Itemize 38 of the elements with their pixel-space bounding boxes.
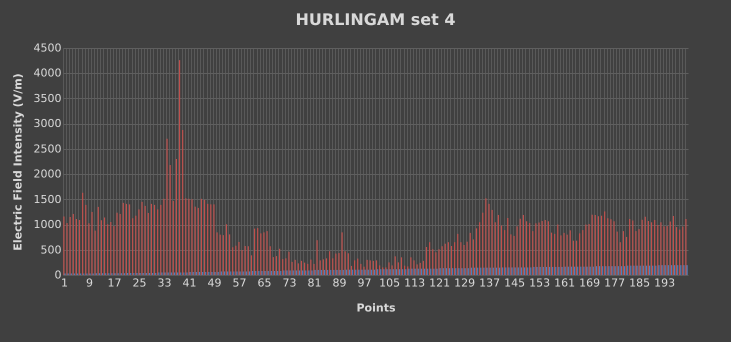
y-tick-label: 500 [40, 243, 62, 256]
x-tick-label: 73 [282, 276, 297, 290]
x-tick-label: 113 [404, 276, 426, 290]
x-tick-label: 33 [158, 276, 172, 290]
x-tick-label: 81 [308, 276, 322, 290]
y-tick-label: 4000 [34, 66, 62, 80]
x-tick-label: 49 [208, 276, 222, 290]
y-tick-label: 1500 [34, 192, 62, 206]
x-tick-label: 97 [358, 276, 372, 290]
x-tick-label: 41 [182, 276, 197, 290]
x-tick-label: 145 [504, 276, 526, 290]
x-tick-label: 89 [332, 276, 347, 290]
y-tick-label: 4500 [34, 42, 62, 54]
chart-title: HURLINGAM set 4 [296, 10, 456, 29]
x-tick-label: 65 [258, 276, 272, 290]
x-tick-label: 105 [379, 276, 400, 290]
x-tick-label: 121 [429, 276, 450, 290]
x-tick-label: 25 [132, 276, 147, 290]
x-tick-label: 137 [479, 276, 500, 290]
y-tick-label: 3500 [34, 92, 62, 105]
x-tick-label: 169 [579, 276, 600, 290]
x-tick-label: 193 [654, 276, 676, 290]
x-axis-title: Points [356, 302, 396, 314]
y-tick-label: 1000 [34, 218, 62, 232]
x-tick-label: 161 [554, 276, 576, 290]
x-tick-label: 9 [86, 276, 93, 290]
x-tick-label: 1 [60, 276, 68, 290]
y-tick-label: 3000 [34, 117, 62, 130]
y-tick-label: 2500 [34, 142, 62, 156]
y-axis-title: Electric Field Intensity (V/m) [12, 73, 25, 251]
x-tick-label: 185 [629, 276, 650, 290]
y-tick-label: 2000 [34, 168, 62, 181]
x-tick-label: 177 [604, 276, 626, 290]
y-tick-label: 0 [54, 268, 62, 282]
x-tick-label: 129 [454, 276, 476, 290]
x-tick-label: 57 [232, 276, 247, 290]
x-tick-label: 17 [107, 276, 122, 290]
x-tick-label: 153 [529, 276, 550, 290]
